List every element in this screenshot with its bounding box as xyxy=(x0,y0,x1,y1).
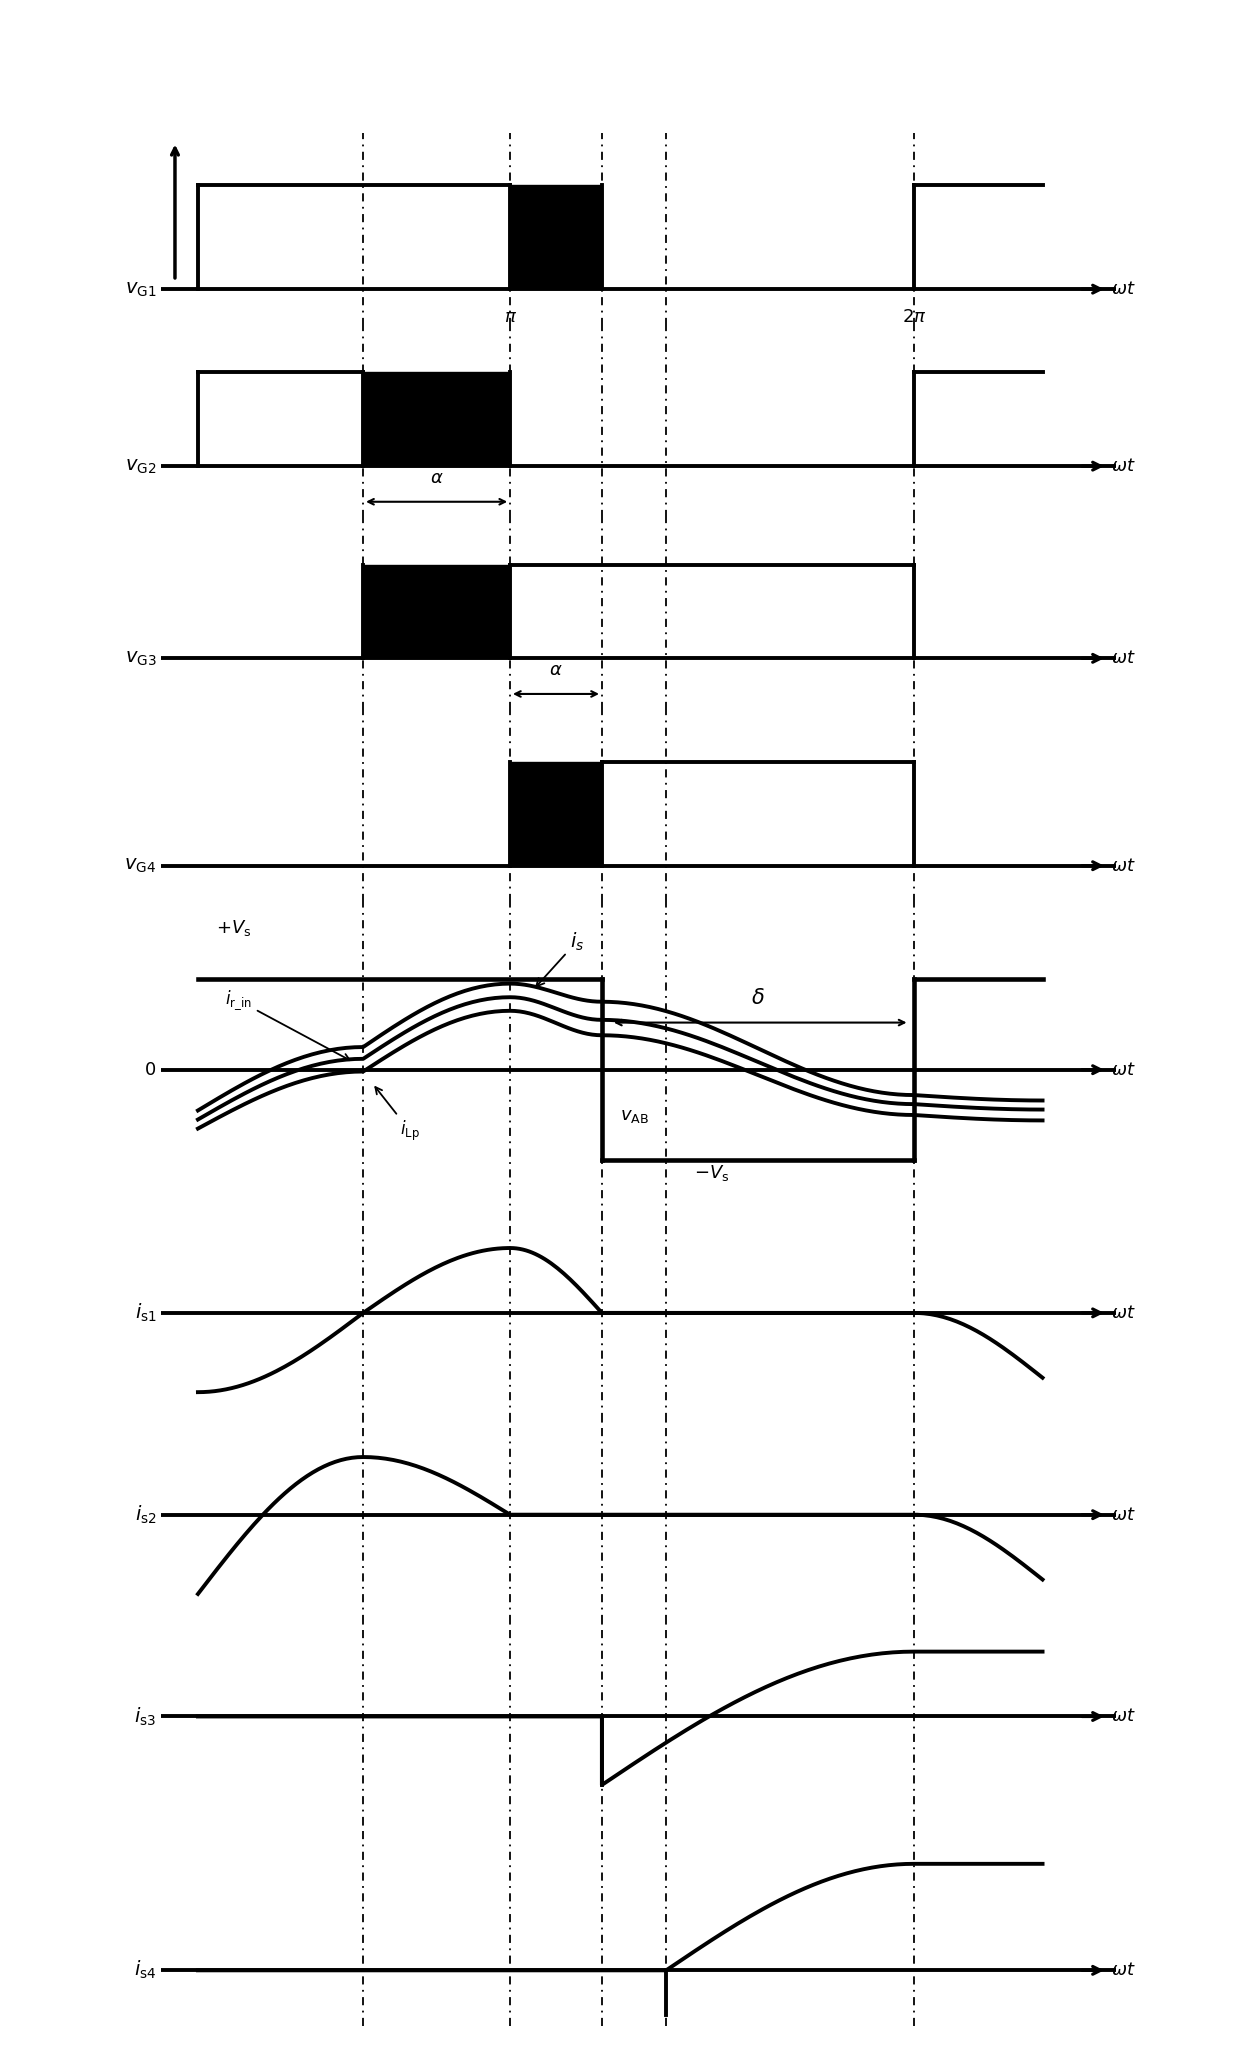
Text: $v_{\mathrm{G1}}$: $v_{\mathrm{G1}}$ xyxy=(125,279,156,299)
Text: $\alpha$: $\alpha$ xyxy=(549,660,563,679)
Text: $v_{\mathrm{G2}}$: $v_{\mathrm{G2}}$ xyxy=(125,457,156,476)
Text: $\omega t$: $\omega t$ xyxy=(1111,650,1136,667)
Text: $\alpha$: $\alpha$ xyxy=(430,470,444,486)
Text: $\omega t$: $\omega t$ xyxy=(1111,1708,1136,1725)
Text: $\omega t$: $\omega t$ xyxy=(1111,857,1136,874)
Text: $\omega t$: $\omega t$ xyxy=(1111,1060,1136,1079)
Text: $i_{\mathrm{s3}}$: $i_{\mathrm{s3}}$ xyxy=(134,1704,156,1727)
Text: $\omega t$: $\omega t$ xyxy=(1111,281,1136,297)
Text: $i_{\mathrm{s4}}$: $i_{\mathrm{s4}}$ xyxy=(134,1959,156,1981)
Text: $i_{\mathrm{s2}}$: $i_{\mathrm{s2}}$ xyxy=(135,1503,156,1526)
Text: $v_{\mathrm{G4}}$: $v_{\mathrm{G4}}$ xyxy=(124,855,156,876)
Text: $\omega t$: $\omega t$ xyxy=(1111,1961,1136,1979)
Text: $i_{\mathrm{Lp}}$: $i_{\mathrm{Lp}}$ xyxy=(376,1087,419,1142)
Text: $\omega t$: $\omega t$ xyxy=(1111,1304,1136,1323)
Text: $-V_{\mathrm{s}}$: $-V_{\mathrm{s}}$ xyxy=(693,1163,729,1183)
Text: $i_{\mathrm{s1}}$: $i_{\mathrm{s1}}$ xyxy=(134,1302,156,1325)
Text: $i_{\mathrm{r\_in}}$: $i_{\mathrm{r\_in}}$ xyxy=(226,989,350,1060)
Text: $i_{s}$: $i_{s}$ xyxy=(536,931,584,987)
Text: $\omega t$: $\omega t$ xyxy=(1111,457,1136,476)
Text: $\pi$: $\pi$ xyxy=(503,308,517,326)
Text: $v_{\mathrm{AB}}$: $v_{\mathrm{AB}}$ xyxy=(620,1108,650,1124)
Text: $+V_{\mathrm{s}}$: $+V_{\mathrm{s}}$ xyxy=(216,919,252,937)
Text: 0: 0 xyxy=(145,1060,156,1079)
Text: $2\pi$: $2\pi$ xyxy=(901,308,926,326)
Text: $\delta$: $\delta$ xyxy=(751,989,765,1009)
Text: $\omega t$: $\omega t$ xyxy=(1111,1505,1136,1524)
Text: $v_{\mathrm{G3}}$: $v_{\mathrm{G3}}$ xyxy=(125,648,156,669)
